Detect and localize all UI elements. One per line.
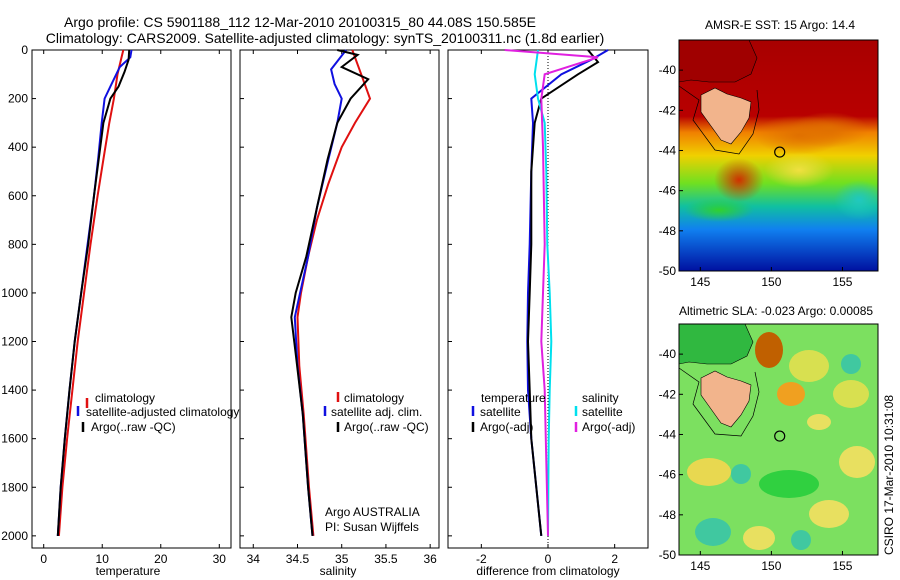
salinity-legend-satellite: satellite adj. clim. bbox=[331, 405, 422, 419]
x-tick-label: 34.5 bbox=[286, 552, 310, 566]
series-line-salinity-satellite bbox=[533, 49, 553, 536]
series-line-temperature-argo-adj- bbox=[526, 49, 600, 537]
legend-sal-satellite: satellite bbox=[582, 405, 623, 419]
series-line-salinity-argo-adj- bbox=[504, 49, 599, 536]
y-tick-label: 1400 bbox=[1, 383, 28, 397]
sla-shelf-contour bbox=[679, 367, 760, 437]
sst-argo-marker bbox=[774, 146, 786, 158]
map-x-tick-label: 150 bbox=[761, 559, 781, 573]
temperature-panel: 0 200 400 600 800 1000 1200 1400 1600 1800 2000 0 1… bbox=[1, 43, 239, 578]
y-tick-label: 0 bbox=[21, 43, 28, 57]
sla-tasmania-land bbox=[700, 370, 752, 428]
legend-salinity-header: salinity bbox=[582, 391, 619, 405]
pi-label: PI: Susan Wijffels bbox=[325, 520, 419, 534]
sla-mainland-coast bbox=[679, 324, 754, 365]
difference-xlabel: difference from climatology bbox=[476, 564, 619, 578]
x-tick-label: 10 bbox=[96, 552, 110, 566]
sst-map-title: AMSR-E SST: 15 Argo: 14.4 bbox=[705, 18, 855, 32]
map-y-tick-label: -44 bbox=[659, 143, 677, 157]
legend-climatology: climatology bbox=[95, 391, 155, 405]
legend-sal-argo: Argo(-adj) bbox=[582, 420, 635, 434]
series-line-satellite-adjusted-climatology bbox=[56, 49, 133, 536]
map-x-tick-label: 145 bbox=[690, 275, 710, 289]
sla-map-panel: Altimetric SLA: -0.023 Argo: 0.00085 145… bbox=[659, 304, 879, 573]
sla-map-canvas bbox=[679, 324, 878, 555]
sst-map-panel: AMSR-E SST: 15 Argo: 14.4 145 150 155 -40 -4… bbox=[659, 18, 879, 289]
legend-argo-raw: Argo(..raw -QC) bbox=[91, 420, 176, 434]
map-x-tick-label: 155 bbox=[832, 559, 852, 573]
salinity-legend-argo: Argo(..raw -QC) bbox=[344, 420, 429, 434]
tasmania-land bbox=[700, 87, 752, 145]
x-tick-label: 2 bbox=[611, 552, 618, 566]
sla-map-frame bbox=[678, 323, 879, 556]
temperature-legend: climatology satellite-adjusted climatolo… bbox=[76, 391, 239, 434]
salinity-xlabel: salinity bbox=[320, 564, 357, 578]
difference-panel: -2 0 2 difference from climatology tempera… bbox=[447, 49, 649, 578]
y-tick-label: 600 bbox=[8, 189, 28, 203]
map-y-tick-label: -46 bbox=[659, 184, 677, 198]
y-tick-label: 1200 bbox=[1, 335, 28, 349]
difference-legend: temperature satellite Argo(-adj) salinit… bbox=[471, 391, 635, 434]
x-tick-label: 30 bbox=[213, 552, 227, 566]
salinity-axes-frame bbox=[239, 49, 440, 549]
x-tick-label: 0 bbox=[40, 552, 47, 566]
map-y-tick-label: -44 bbox=[659, 427, 677, 441]
argo-australia-label: Argo AUSTRALIA bbox=[325, 505, 420, 519]
x-tick-label: 35 bbox=[335, 552, 349, 566]
map-x-tick-label: 155 bbox=[832, 275, 852, 289]
salinity-legend-climatology: climatology bbox=[344, 391, 404, 405]
map-x-tick-label: 145 bbox=[690, 559, 710, 573]
map-y-tick-label: -40 bbox=[659, 347, 677, 361]
map-y-tick-label: -48 bbox=[659, 508, 677, 522]
series-line-temperature-satellite bbox=[526, 49, 609, 537]
sla-argo-marker bbox=[774, 430, 786, 442]
y-tick-label: 400 bbox=[8, 140, 28, 154]
y-tick-label: 2000 bbox=[1, 529, 28, 543]
series-line-climatology bbox=[57, 49, 125, 536]
map-x-tick-label: 150 bbox=[761, 275, 781, 289]
map-y-tick-label: -50 bbox=[659, 548, 677, 562]
legend-temp-argo: Argo(-adj) bbox=[480, 420, 533, 434]
series-line-argo-raw-qc- bbox=[56, 49, 131, 536]
map-y-tick-label: -46 bbox=[659, 468, 677, 482]
y-tick-label: 1000 bbox=[1, 286, 28, 300]
map-y-tick-label: -48 bbox=[659, 224, 677, 238]
x-tick-label: 34 bbox=[247, 552, 261, 566]
sla-map-title: Altimetric SLA: -0.023 Argo: 0.00085 bbox=[679, 304, 873, 318]
x-tick-label: 0 bbox=[545, 552, 552, 566]
map-y-tick-label: -50 bbox=[659, 264, 677, 278]
salinity-panel: 34 34.5 35 35.5 36 salinity climatology sate… bbox=[239, 49, 440, 578]
y-tick-label: 1800 bbox=[1, 480, 28, 494]
map-y-tick-label: -40 bbox=[659, 63, 677, 77]
x-tick-label: -2 bbox=[476, 552, 487, 566]
legend-satellite-adjusted: satellite-adjusted climatology bbox=[86, 405, 239, 419]
title-line-2: Climatology: CARS2009. Satellite-adjuste… bbox=[46, 30, 604, 46]
sst-map-frame bbox=[678, 39, 879, 272]
map-y-tick-label: -42 bbox=[659, 103, 677, 117]
side-caption: CSIRO 17-Mar-2010 10:31:08 bbox=[882, 395, 896, 555]
shelf-contour bbox=[679, 85, 760, 155]
y-tick-label: 200 bbox=[8, 92, 28, 106]
legend-temperature-header: temperature bbox=[481, 391, 546, 405]
temperature-xlabel: temperature bbox=[96, 564, 161, 578]
title-line-1: Argo profile: CS 5901188_112 12-Mar-2010… bbox=[64, 14, 536, 30]
series-line-argo-raw-qc- bbox=[290, 49, 370, 536]
x-tick-label: 35.5 bbox=[374, 552, 398, 566]
x-tick-label: 20 bbox=[154, 552, 168, 566]
salinity-legend: climatology satellite adj. clim. Argo(..… bbox=[323, 391, 429, 434]
map-y-tick-label: -42 bbox=[659, 387, 677, 401]
series-line-climatology bbox=[296, 49, 372, 536]
x-tick-label: 36 bbox=[423, 552, 437, 566]
mainland-coast bbox=[679, 40, 758, 83]
legend-temp-satellite: satellite bbox=[480, 405, 521, 419]
y-tick-label: 1600 bbox=[1, 432, 28, 446]
y-tick-label: 800 bbox=[8, 237, 28, 251]
sst-map-canvas bbox=[679, 40, 878, 271]
